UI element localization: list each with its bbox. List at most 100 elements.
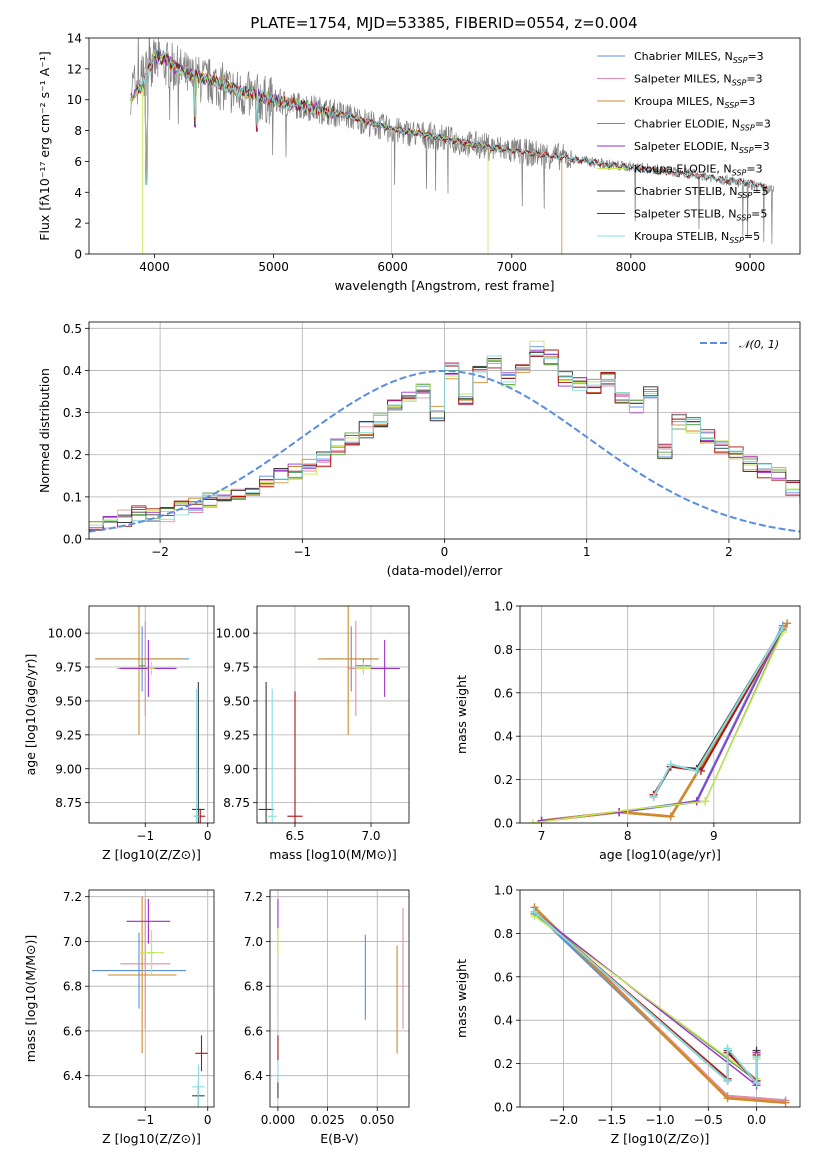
residuals-panel: −2 −1 0 1 2 0.0 0.1 0.2 0.3 0.4 0.5 (data-model)/er…: [37, 321, 801, 578]
axes-frame: [88, 889, 215, 1108]
weight-line: [541, 622, 789, 823]
y-tick-label: 9.25: [223, 728, 250, 742]
x-tick-label: −2.0: [549, 1113, 578, 1127]
legend-entry: Kroupa ELODIE, NSSP=3: [634, 163, 763, 178]
y-tick-label: 0.2: [63, 448, 82, 462]
residual-histogram: [89, 354, 800, 526]
axes-frame: [88, 37, 801, 255]
weight-line: [541, 627, 784, 822]
y-tick-label: 0.6: [494, 970, 513, 984]
y-tick-label: 10: [67, 93, 82, 107]
weight-marker: [783, 619, 792, 628]
y-tick-label: 0.2: [494, 1057, 513, 1071]
axes-frame: [269, 889, 410, 1108]
y-tick-label: 9.75: [55, 661, 82, 675]
errorbar-point: [192, 681, 205, 823]
errorbar-point: [287, 691, 303, 823]
weight-marker: [701, 797, 710, 806]
errorbar-point: [369, 639, 400, 697]
weight-marker: [778, 623, 787, 632]
x-tick-label: 0.025: [310, 1113, 344, 1127]
errorbar-point: [95, 606, 183, 735]
x-tick-label: −2: [151, 545, 169, 559]
y-tick-label: 0.5: [63, 322, 82, 336]
figure-title: PLATE=1754, MJD=53385, FIBERID=0554, z=0…: [250, 14, 637, 32]
weight-line: [541, 629, 784, 822]
weight_vs_Z-plot-area: [530, 903, 790, 1107]
mass_vs_ebv-plot-area: [277, 898, 404, 1099]
y-tick-label: 10.00: [48, 627, 82, 641]
x-axis-label: E(B-V): [320, 1131, 359, 1146]
y-tick-label: 7.0: [244, 935, 263, 949]
weight-marker: [649, 792, 658, 801]
errorbar-point: [195, 1035, 208, 1072]
x-tick-label: 4000: [139, 260, 170, 274]
y-tick-label: 0.4: [494, 730, 513, 744]
y-tick-label: 6.8: [244, 980, 263, 994]
weight-marker: [781, 1098, 790, 1107]
y-tick-label: 0.0: [494, 1101, 513, 1115]
y-tick-label: 1.0: [494, 600, 513, 614]
weight-line: [534, 911, 758, 1087]
y-tick-label: 2: [74, 217, 82, 231]
weight-line: [541, 624, 784, 823]
weight-line: [652, 627, 784, 796]
legend-entry: Salpeter ELODIE, NSSP=3: [634, 140, 770, 155]
spectrum-panel: 4000 5000 6000 7000 8000 9000 0 2 4 6 8 10 12 14 wavel…: [37, 32, 801, 293]
residual-histogram: [89, 349, 800, 531]
y-tick-label: 8.75: [55, 796, 82, 810]
axes-frame: [519, 605, 801, 824]
legend-entry: 𝒩(0, 1): [739, 338, 779, 351]
y-tick-label: 6: [74, 155, 82, 169]
age_vs_mass-panel: 6.5 7.0 8.75 9.00 9.25 9.50 9.75 10.00 mass [log…: [216, 605, 410, 862]
y-tick-label: 0.8: [494, 927, 513, 941]
x-tick-label: 7.0: [361, 829, 380, 843]
legend-entry: Chabrier MILES, NSSP=3: [634, 50, 764, 65]
x-axis-label: mass [log10(M/M⊙)]: [269, 847, 397, 862]
y-tick-label: 0.0: [63, 533, 82, 547]
weight-marker: [752, 1079, 761, 1088]
x-tick-label: 6.5: [285, 829, 304, 843]
y-tick-label: 9.00: [223, 762, 250, 776]
model-spectrum-line: [130, 52, 489, 254]
x-tick-label: 7000: [497, 260, 528, 274]
errorbar-point: [267, 688, 277, 823]
errorbar-point: [107, 896, 177, 1054]
x-tick-label: −0.5: [694, 1113, 723, 1127]
y-tick-label: 8: [74, 124, 82, 138]
x-axis-label: Z [log10(Z/Z⊙)]: [102, 1131, 201, 1146]
y-axis-label: age [log10(age/yr)]: [23, 654, 38, 776]
weight-marker: [528, 819, 537, 823]
y-axis-label: mass weight: [454, 675, 469, 754]
y-tick-label: 9.25: [55, 728, 82, 742]
weight-marker: [723, 1044, 732, 1053]
y-tick-label: 7.0: [63, 935, 82, 949]
errorbar-point: [120, 898, 171, 1029]
x-tick-label: −1.0: [645, 1113, 674, 1127]
mass_vs_Z-panel: −1 0 6.4 6.6 6.8 7.0 7.2 Z [log10(Z/Z⊙)] mass [l…: [23, 889, 215, 1146]
y-axis-label: Normed distribution: [37, 368, 52, 493]
y-tick-label: 6.8: [63, 980, 82, 994]
y-axis-label: Flux [fλ10⁻¹⁷ erg cm⁻² s⁻¹ A⁻¹]: [37, 51, 52, 240]
y-tick-label: 6.6: [244, 1024, 263, 1038]
x-tick-label: 8000: [616, 260, 647, 274]
x-tick-label: 9000: [735, 260, 766, 274]
x-tick-label: 0: [441, 545, 449, 559]
y-axis-label: mass [log10(M/M⊙)]: [23, 935, 38, 1063]
y-axis-label: mass weight: [454, 959, 469, 1038]
x-tick-label: −1: [293, 545, 311, 559]
axes-frame: [256, 605, 410, 824]
x-tick-label: 0: [204, 1113, 212, 1127]
y-tick-label: 0: [74, 248, 82, 262]
x-tick-label: 0.0: [747, 1113, 766, 1127]
y-tick-label: 0.3: [63, 406, 82, 420]
y-tick-label: 0.6: [494, 686, 513, 700]
weight-marker: [530, 907, 539, 916]
y-tick-label: 14: [67, 32, 82, 46]
model-spectrum-line: [136, 49, 768, 254]
errorbar-point: [258, 681, 274, 823]
y-tick-label: 0.2: [494, 773, 513, 787]
x-tick-label: 0: [204, 829, 212, 843]
residual-histogram: [89, 349, 800, 523]
